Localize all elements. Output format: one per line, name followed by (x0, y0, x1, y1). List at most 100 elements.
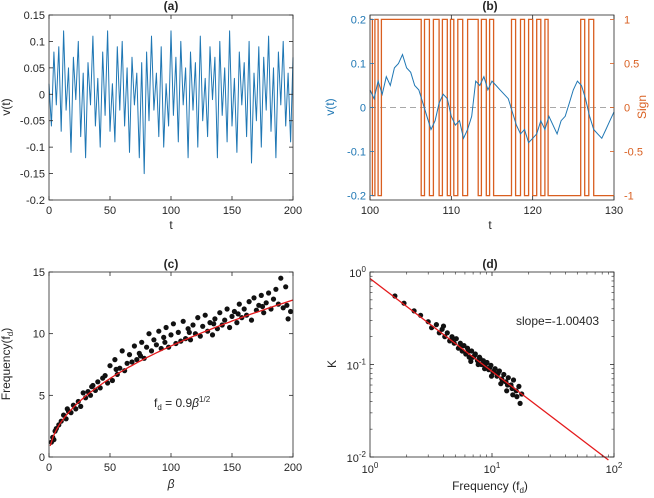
panel-a-series-0-line (48, 30, 294, 175)
panel-a-title: (a) (164, 0, 179, 13)
panel-c-point (251, 295, 257, 301)
panel-c-point (170, 321, 176, 327)
panel-d-point (488, 373, 495, 379)
panel-b: (b) 100 110 120 130 -0.2 -0.1 0 0.1 0.2 -1 -0.5 0… (323, 0, 649, 232)
panel-d-ytick-exp-1: -1 (359, 358, 367, 367)
panel-c-yticks: 0 5 10 15 (33, 267, 293, 464)
panel-a-xtick-label-0: 0 (46, 205, 52, 217)
panel-c-point (200, 323, 206, 329)
panel-d-point (501, 371, 507, 378)
panel-d-xtick-base-1: 10 (484, 464, 496, 476)
panel-c-point (89, 384, 95, 390)
panel-c-ylabel-sub: d (6, 332, 15, 336)
panel-c-xtick-label-3: 150 (223, 462, 241, 474)
panel-a-ytick-label-3: -0.05 (20, 116, 45, 128)
panel-b-yticks-right: -1 -0.5 0 0.5 1 (610, 14, 643, 203)
panel-c-annotation: fd = 0.9β1/2 (154, 395, 211, 412)
panel-c-point (146, 331, 152, 337)
panel-a-series (48, 30, 294, 175)
panel-b-xtick-label-1: 110 (443, 205, 461, 217)
panel-b-xlabel: t (488, 218, 492, 232)
panel-d-point (517, 400, 523, 406)
panel-d-point (475, 361, 481, 368)
panel-d-point (498, 381, 504, 387)
panel-c-point (134, 357, 140, 363)
panel-c-point (131, 343, 137, 349)
panel-c-xtick-label-4: 200 (284, 462, 302, 474)
panel-c-point (231, 308, 237, 315)
panel-c-ytick-label-1: 5 (39, 390, 45, 402)
panel-c-frame (48, 271, 294, 458)
panel-b-ytick-label-2: 0 (360, 103, 366, 115)
panel-d-xtick-exp-2: 2 (618, 461, 623, 470)
panel-d-minor-ticks (370, 272, 614, 457)
panel-c-xtick-label-0: 0 (46, 462, 52, 474)
panel-c-series (48, 275, 294, 445)
panel-c-point (248, 317, 255, 323)
panel-c-ytick-label-3: 15 (33, 267, 45, 279)
panel-c-point (263, 300, 269, 306)
panel-c-point (227, 324, 233, 331)
panel-b-ytick-label-4: 0.2 (351, 14, 366, 26)
panel-c-point (259, 303, 266, 310)
panel-d-xtick-exp-1: 1 (496, 461, 501, 470)
panel-d-title: (d) (482, 257, 497, 271)
panel-a-xtick-label-3: 150 (223, 205, 241, 217)
panel-a-ytick-label-1: -0.15 (20, 169, 45, 181)
panel-b-series-sign-line (370, 18, 614, 197)
panel-d-point (411, 308, 417, 314)
panel-a-xlabel: t (169, 218, 173, 232)
panel-c-point (139, 339, 145, 345)
panel-d-point (510, 392, 516, 398)
panel-a-ytick-label-6: 0.1 (30, 36, 45, 48)
panel-d-point (466, 354, 472, 360)
panel-c-point (236, 301, 242, 307)
panel-a-xtick-label-1: 50 (104, 205, 116, 217)
panel-c-point (119, 348, 125, 354)
panel-c-point (156, 328, 162, 334)
panel-c-point (209, 332, 216, 338)
panel-d-point (477, 356, 483, 362)
panel-d-point (442, 334, 448, 340)
panel-b-ylabel-right: Sign (635, 95, 649, 119)
panel-b-series-vt-line (369, 53, 615, 144)
panel-c-point (217, 310, 223, 316)
panel-d-point (514, 394, 520, 400)
panel-d-xtick-exp-0: 0 (374, 461, 379, 470)
panel-c-xtick-label-2: 100 (162, 462, 180, 474)
panel-c-point (109, 377, 115, 384)
panel-c-point (162, 339, 168, 345)
panel-c-point (137, 353, 144, 359)
panel-c-point (211, 321, 217, 327)
panel-c-point (288, 308, 294, 315)
panel-c-point (126, 352, 133, 358)
panel-c-xticks: 0 50 100 150 200 (46, 272, 302, 474)
panel-c-xtick-label-1: 50 (104, 462, 116, 474)
panel-c-ylabel: Frequency(fd) (0, 328, 15, 400)
panel-a-ytick-label-7: 0.15 (24, 10, 45, 22)
panel-d-ytick-exp-0: -2 (359, 450, 367, 459)
panel-c-point (224, 306, 230, 312)
panel-c-point (129, 359, 135, 365)
panel-c-point (261, 310, 267, 316)
panel-d-xlabel-main: Frequency (f (452, 479, 520, 493)
panel-d-xlabel: Frequency (fd) (452, 479, 528, 495)
panel-b-ytick-r-label-4: 1 (624, 14, 630, 26)
panel-d-xticks: 100 101 102 (362, 272, 623, 476)
panel-d-ytick-base-0: 10 (347, 453, 359, 465)
panel-c-point (80, 390, 86, 396)
panel-c-point (241, 306, 247, 312)
panel-b-title: (b) (482, 0, 497, 13)
panel-c-point (195, 315, 201, 321)
panel-d-point (401, 300, 407, 306)
annot-c-sub: d (157, 403, 161, 412)
panel-d-xlabel-tail: ) (524, 479, 528, 493)
panel-d-xtick-base-2: 10 (606, 464, 618, 476)
panel-d-ytick-label-2: 100 (349, 265, 366, 280)
panel-c-point (212, 316, 218, 322)
panel-c-ylabel-tail: ) (0, 328, 13, 332)
panel-d-ylabel: K (325, 360, 339, 368)
panel-c-point (112, 357, 118, 363)
